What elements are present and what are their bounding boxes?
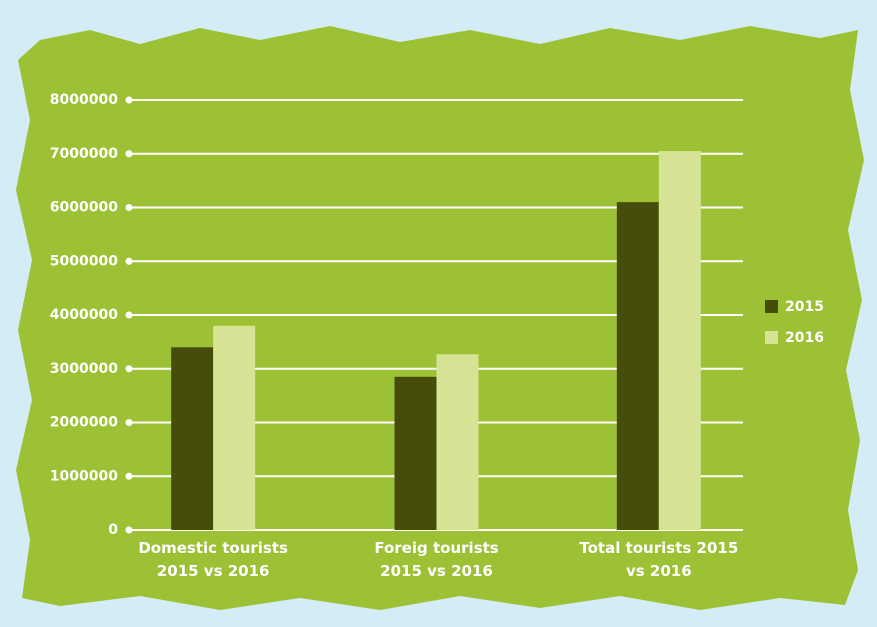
bar [213, 326, 255, 530]
tick-dot [126, 527, 133, 534]
chart: 0 1000000 2000000 3000000 4000000 5000000 6000… [0, 0, 877, 627]
legend-label: 2015 [785, 299, 824, 315]
bar [395, 377, 437, 530]
bar [171, 347, 213, 530]
y-tick-label: 1000000 [50, 468, 118, 484]
bar [617, 202, 659, 530]
tick-dot [126, 473, 133, 480]
y-tick-label: 7000000 [50, 146, 118, 162]
x-tick-label: Foreig tourists 2015 vs 2016 [352, 537, 522, 583]
legend-swatch [765, 300, 778, 313]
y-tick-label: 4000000 [50, 307, 118, 323]
tick-dot [126, 312, 133, 319]
bar [659, 151, 701, 530]
tick-dot [126, 97, 133, 104]
legend-swatch [765, 331, 778, 344]
y-tick-label: 3000000 [50, 361, 118, 377]
y-tick-label: 5000000 [50, 253, 118, 269]
tick-dot [126, 419, 133, 426]
tick-dot [126, 365, 133, 372]
tick-dot [126, 150, 133, 157]
y-tick-label: 6000000 [50, 200, 118, 216]
page: 0 1000000 2000000 3000000 4000000 5000000 6000… [0, 0, 877, 627]
y-tick-label: 8000000 [50, 92, 118, 108]
legend-label: 2016 [785, 330, 824, 346]
y-tick-label: 2000000 [50, 415, 118, 431]
bar [437, 354, 479, 530]
y-tick-label: 0 [108, 522, 118, 538]
x-tick-label: Total tourists 2015 vs 2016 [574, 537, 744, 583]
tick-dot [126, 204, 133, 211]
x-tick-label: Domestic tourists 2015 vs 2016 [128, 537, 298, 583]
tick-dot [126, 258, 133, 265]
